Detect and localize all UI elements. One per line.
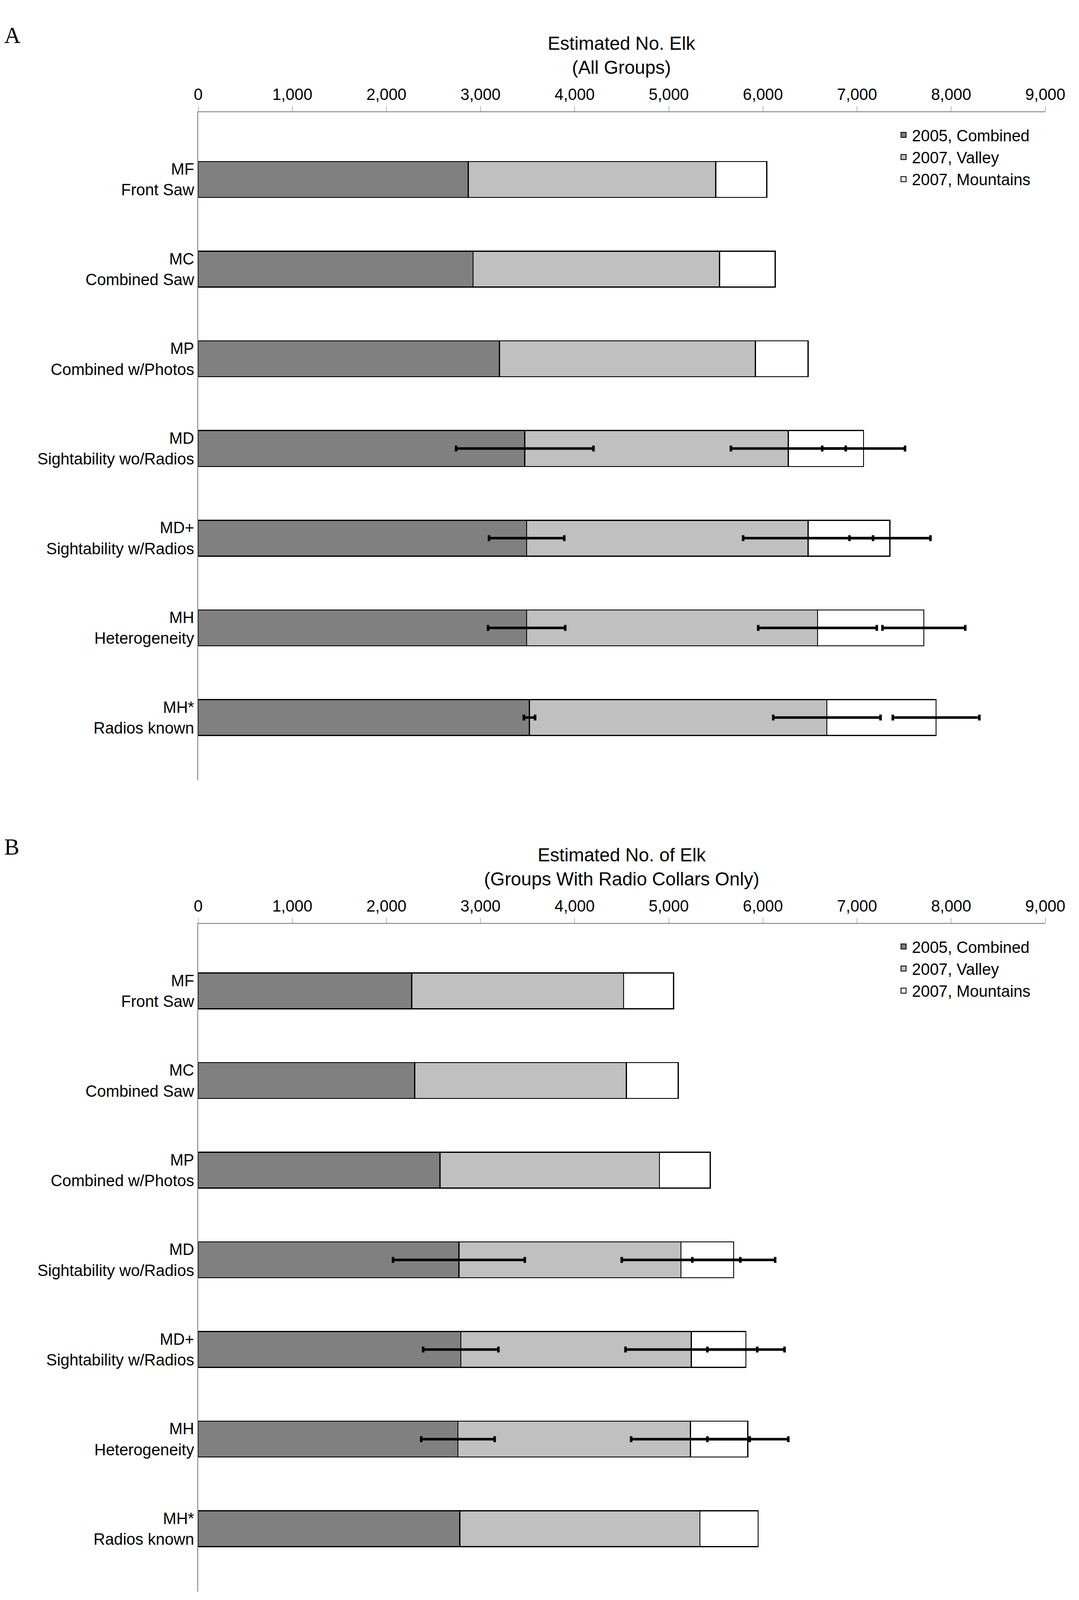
svg-text:9,000: 9,000: [1025, 896, 1066, 915]
svg-text:Estimated No. Elk(All Groups): Estimated No. Elk(All Groups): [547, 32, 696, 78]
svg-text:MPCombined w/Photos: MPCombined w/Photos: [50, 339, 194, 378]
svg-text:2007, Valley: 2007, Valley: [912, 960, 999, 978]
svg-text:8,000: 8,000: [931, 85, 972, 104]
svg-text:2007, Mountains: 2007, Mountains: [912, 170, 1031, 189]
svg-text:MPCombined w/Photos: MPCombined w/Photos: [50, 1150, 194, 1190]
svg-text:9,000: 9,000: [1025, 85, 1066, 104]
svg-text:2007, Valley: 2007, Valley: [912, 148, 999, 167]
svg-text:6,000: 6,000: [742, 85, 784, 104]
svg-text:5,000: 5,000: [648, 896, 689, 915]
svg-text:MDSightability wo/Radios: MDSightability wo/Radios: [37, 1240, 195, 1279]
svg-text:5,000: 5,000: [648, 85, 689, 104]
svg-text:MFFront Saw: MFFront Saw: [121, 971, 195, 1010]
svg-text:4,000: 4,000: [554, 896, 595, 915]
svg-text:MDSightability wo/Radios: MDSightability wo/Radios: [37, 429, 195, 468]
svg-text:MD+Sightability w/Radios: MD+Sightability w/Radios: [46, 1329, 195, 1369]
svg-text:B: B: [4, 834, 20, 860]
svg-text:2,000: 2,000: [366, 85, 407, 104]
svg-text:1,000: 1,000: [272, 896, 313, 915]
svg-text:MFFront Saw: MFFront Saw: [121, 160, 195, 199]
svg-text:2005, Combined: 2005, Combined: [912, 126, 1030, 145]
svg-text:MCCombined Saw: MCCombined Saw: [85, 250, 195, 289]
svg-text:8,000: 8,000: [931, 896, 972, 915]
svg-text:0: 0: [193, 896, 203, 915]
svg-text:MHHeterogeneity: MHHeterogeneity: [94, 1419, 195, 1458]
svg-text:MD+Sightability w/Radios: MD+Sightability w/Radios: [46, 518, 195, 557]
svg-text:7,000: 7,000: [836, 85, 878, 104]
svg-text:Estimated No. of Elk(Groups Wi: Estimated No. of Elk(Groups With Radio C…: [484, 844, 760, 889]
svg-text:MCCombined Saw: MCCombined Saw: [85, 1060, 195, 1100]
svg-text:6,000: 6,000: [742, 896, 784, 915]
svg-text:4,000: 4,000: [554, 85, 595, 104]
svg-text:2,000: 2,000: [366, 896, 407, 915]
svg-text:1,000: 1,000: [272, 85, 313, 104]
svg-text:0: 0: [193, 85, 203, 104]
svg-text:2005, Combined: 2005, Combined: [912, 938, 1030, 956]
svg-text:3,000: 3,000: [460, 896, 501, 915]
svg-text:A: A: [4, 22, 21, 49]
svg-text:MH*Radios known: MH*Radios known: [93, 1509, 195, 1548]
svg-text:7,000: 7,000: [836, 896, 878, 915]
svg-text:MH*Radios known: MH*Radios known: [93, 698, 195, 737]
svg-text:MHHeterogeneity: MHHeterogeneity: [94, 608, 195, 647]
svg-text:2007, Mountains: 2007, Mountains: [912, 982, 1031, 1000]
svg-text:3,000: 3,000: [460, 85, 501, 104]
